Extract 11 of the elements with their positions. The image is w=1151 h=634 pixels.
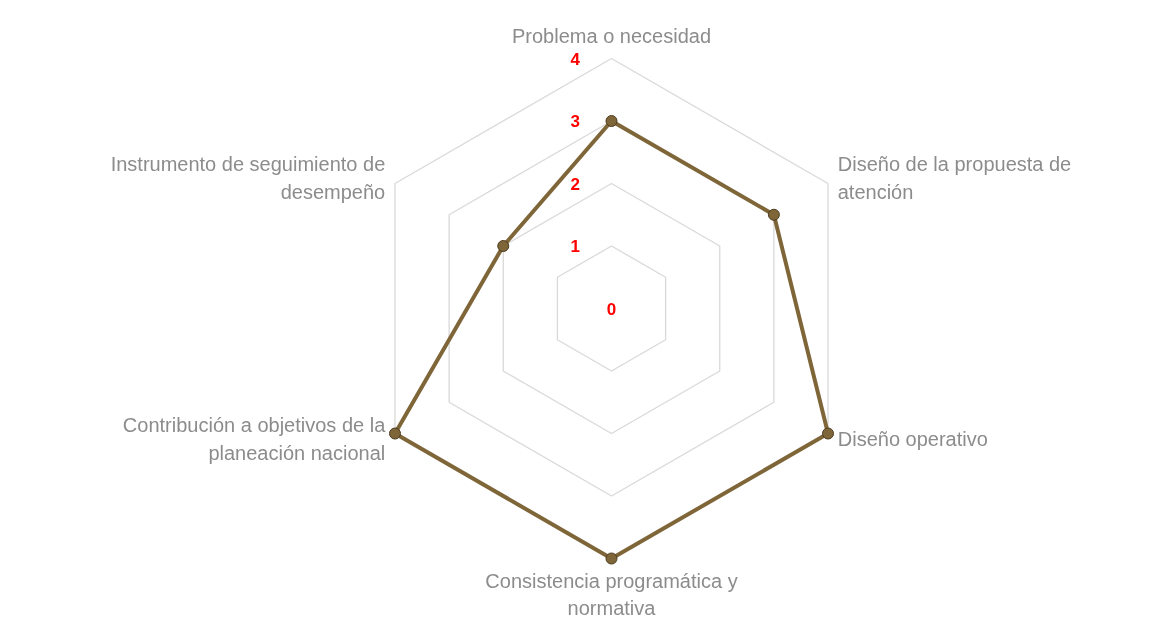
y-tick-label: 1 [570, 237, 580, 256]
spoke-label: Problema o necesidad [511, 25, 712, 48]
y-tick-label: 2 [570, 174, 580, 194]
spoke-label: Instrumento de seguimiento de desempeño [110, 153, 386, 203]
spoke-label: Consistencia programática y normativa [485, 569, 738, 620]
spoke-label: Contribución a objetivos de la planeación nacional [122, 414, 387, 464]
y-tick-label: 3 [570, 112, 580, 131]
spoke-label: Diseño operativo [837, 428, 988, 451]
spoke-label: Diseño de la propuesta de atención [837, 153, 1072, 203]
y-tick-label: 0 [606, 299, 617, 319]
y-tick-label: 4 [570, 49, 581, 69]
